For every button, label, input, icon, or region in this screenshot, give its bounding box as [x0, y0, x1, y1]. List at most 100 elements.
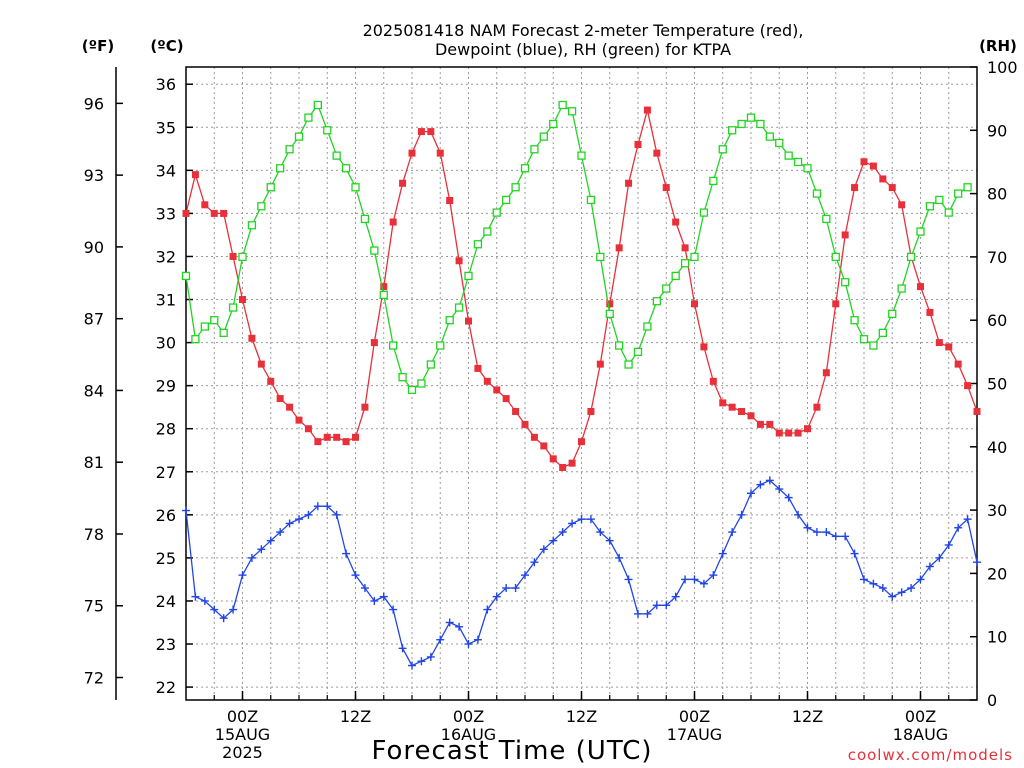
data-point-rh — [228, 303, 238, 312]
data-point-dewpoint — [756, 480, 765, 489]
data-point-rh — [520, 164, 530, 173]
data-point-dewpoint — [765, 476, 774, 485]
data-point-temperature — [625, 179, 633, 187]
data-point-dewpoint — [615, 553, 624, 562]
data-point-temperature — [822, 369, 830, 377]
data-point-temperature — [869, 162, 877, 170]
data-point-temperature — [502, 395, 510, 403]
data-point-temperature — [879, 175, 887, 183]
data-point-rh — [558, 100, 567, 110]
data-point-temperature — [691, 300, 698, 308]
data-point-dewpoint — [568, 519, 577, 528]
data-point-dewpoint — [379, 592, 388, 601]
data-point-dewpoint — [539, 545, 548, 554]
data-point-temperature — [248, 334, 256, 342]
data-point-temperature — [794, 429, 802, 437]
data-point-dewpoint — [238, 571, 247, 580]
rh-tick-label: 40 — [987, 438, 1007, 457]
celsius-tick-label: 35 — [156, 118, 176, 137]
data-point-dewpoint — [408, 661, 416, 670]
data-point-rh — [728, 126, 737, 135]
series-dewpoint — [182, 476, 981, 670]
data-point-rh — [699, 208, 709, 217]
data-point-rh — [859, 335, 869, 344]
data-point-rh — [454, 303, 464, 312]
data-point-temperature — [417, 128, 425, 136]
data-point-dewpoint — [351, 571, 360, 580]
data-point-temperature — [634, 141, 642, 149]
data-point-temperature — [436, 149, 444, 157]
data-point-temperature — [578, 438, 585, 446]
fahrenheit-tick-label: 90 — [84, 238, 104, 257]
data-point-temperature — [483, 377, 491, 385]
data-point-dewpoint — [954, 523, 963, 532]
data-point-dewpoint — [285, 519, 294, 528]
data-point-dewpoint — [812, 528, 821, 537]
data-point-rh — [247, 221, 257, 230]
data-point-dewpoint — [718, 549, 727, 558]
grid-lines — [186, 67, 977, 700]
data-point-temperature — [860, 158, 868, 166]
data-point-temperature — [851, 184, 859, 192]
data-point-dewpoint — [511, 584, 520, 593]
data-point-temperature — [662, 184, 670, 192]
data-point-dewpoint — [247, 553, 256, 562]
data-point-dewpoint — [200, 596, 209, 605]
data-point-rh — [191, 335, 200, 344]
data-point-temperature — [342, 438, 350, 446]
data-point-dewpoint — [360, 584, 369, 593]
data-point-temperature — [361, 403, 369, 411]
data-point-temperature — [286, 403, 294, 411]
celsius-axis: 22 23 24 25 26 27 28 29 30 31 32 33 34 35 36 — [156, 75, 193, 697]
data-point-dewpoint — [831, 532, 840, 541]
celsius-tick-label: 34 — [156, 161, 176, 180]
data-point-dewpoint — [916, 575, 925, 584]
data-point-rh — [897, 284, 906, 293]
data-point-rh — [652, 297, 661, 306]
data-point-dewpoint — [860, 575, 868, 584]
data-point-temperature — [267, 377, 275, 385]
data-point-rh — [784, 151, 793, 160]
data-point-rh — [304, 113, 313, 122]
fahrenheit-tick-label: 72 — [84, 669, 104, 688]
rh-tick-label: 100 — [987, 58, 1018, 77]
data-point-dewpoint — [332, 510, 341, 519]
data-point-rh — [219, 328, 228, 338]
data-point-rh — [436, 341, 445, 350]
celsius-tick-label: 30 — [156, 334, 176, 353]
data-point-dewpoint — [944, 540, 953, 549]
data-point-rh — [662, 284, 671, 293]
data-point-rh — [492, 208, 501, 217]
data-point-rh — [276, 164, 285, 173]
data-point-rh — [605, 309, 614, 319]
data-point-rh — [671, 271, 680, 281]
data-point-dewpoint — [605, 536, 614, 545]
time-tick-label: 00Z — [227, 707, 258, 726]
data-point-rh — [407, 385, 417, 394]
data-point-rh — [445, 316, 454, 325]
data-point-dewpoint — [549, 536, 558, 545]
time-tick-label: 2025 — [222, 743, 263, 762]
data-point-dewpoint — [229, 605, 238, 614]
data-point-dewpoint — [737, 510, 746, 519]
data-point-temperature — [587, 407, 595, 415]
data-point-dewpoint — [558, 528, 567, 537]
data-point-rh — [567, 107, 577, 116]
data-point-rh — [483, 227, 492, 236]
data-point-dewpoint — [897, 588, 906, 597]
data-point-temperature — [926, 308, 934, 316]
data-point-dewpoint — [210, 605, 219, 614]
data-point-dewpoint — [643, 609, 652, 618]
data-point-temperature — [728, 403, 736, 411]
data-point-dewpoint — [521, 571, 529, 580]
data-point-temperature — [530, 433, 538, 441]
data-point-temperature — [512, 407, 520, 415]
data-point-temperature — [389, 218, 397, 226]
data-point-rh — [793, 157, 803, 167]
data-point-temperature — [756, 420, 764, 428]
data-point-dewpoint — [577, 515, 586, 524]
data-point-temperature — [766, 420, 774, 428]
celsius-tick-label: 22 — [156, 678, 176, 697]
data-point-temperature — [304, 425, 312, 433]
